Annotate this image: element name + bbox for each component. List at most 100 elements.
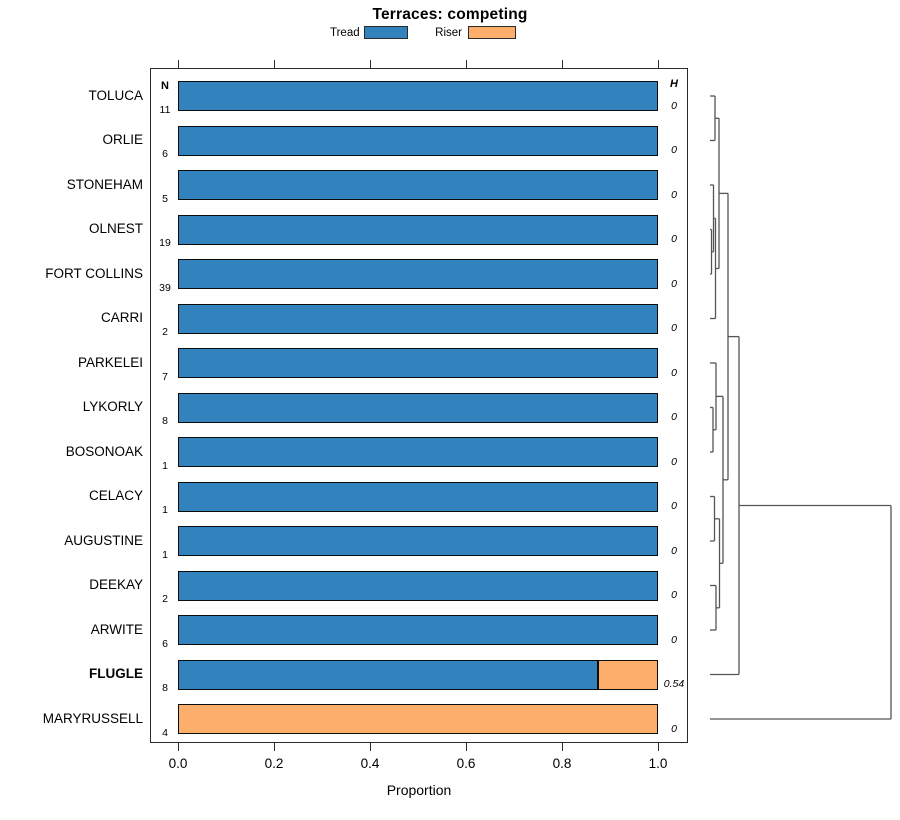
n-value: 1 xyxy=(162,548,168,561)
axis-tick-bottom xyxy=(370,743,372,751)
n-value: 7 xyxy=(162,370,168,383)
axis-tick-bottom xyxy=(178,743,180,751)
category-label: ORLIE xyxy=(102,132,143,148)
stacked-bar xyxy=(178,526,658,557)
category-label: DEEKAY xyxy=(89,577,143,593)
legend-swatch-riser xyxy=(468,26,516,39)
table-row: OLNEST 19 0 xyxy=(0,207,900,252)
category-label: CARRI xyxy=(100,310,143,326)
bar-segment-riser xyxy=(178,704,658,735)
bar-segment-tread xyxy=(178,81,658,112)
category-label: TOLUCA xyxy=(88,87,143,103)
h-value: 0 xyxy=(671,544,677,557)
axis-tick-label: 0.6 xyxy=(456,756,476,771)
table-row: ARWITE 6 0 xyxy=(0,608,900,653)
table-row: MARYRUSSELL 4 0 xyxy=(0,697,900,742)
h-value: 0 xyxy=(671,500,677,513)
h-value: 0 xyxy=(671,633,677,646)
n-value: 6 xyxy=(162,637,168,650)
axis-tick-label: 0.2 xyxy=(264,756,284,771)
category-label: PARKELEI xyxy=(77,354,143,370)
stacked-bar xyxy=(178,214,658,245)
h-value: 0 xyxy=(671,411,677,424)
bar-segment-tread xyxy=(178,125,658,156)
h-value: 0 xyxy=(671,455,677,468)
stacked-bar xyxy=(178,481,658,512)
table-row: PARKELEI 7 0 xyxy=(0,341,900,386)
stacked-bar xyxy=(178,437,658,468)
n-value: 39 xyxy=(159,281,171,294)
bar-segment-tread xyxy=(178,437,658,468)
h-column-header: H xyxy=(670,78,678,90)
category-label: FLUGLE xyxy=(89,666,143,682)
stacked-bar xyxy=(178,615,658,646)
bar-segment-tread xyxy=(178,481,658,512)
n-value: 8 xyxy=(162,415,168,428)
table-row: FORT COLLINS 39 0 xyxy=(0,252,900,297)
n-value: 1 xyxy=(162,504,168,517)
table-row: DEEKAY 2 0 xyxy=(0,563,900,608)
axis-tick-top xyxy=(274,60,276,68)
axis-tick-label: 0.4 xyxy=(360,756,380,771)
table-row: FLUGLE 8 0.54 xyxy=(0,652,900,697)
table-row: STONEHAM 5 0 xyxy=(0,163,900,208)
h-value: 0 xyxy=(671,144,677,157)
bar-segment-riser xyxy=(598,659,658,690)
stacked-bar xyxy=(178,392,658,423)
stacked-bar xyxy=(178,659,658,690)
stacked-bar xyxy=(178,81,658,112)
n-value: 5 xyxy=(162,192,168,205)
h-value: 0 xyxy=(671,99,677,112)
n-value: 11 xyxy=(159,103,171,116)
table-row: ORLIE 6 0 xyxy=(0,118,900,163)
category-label: CELACY xyxy=(88,488,143,504)
stacked-bar xyxy=(178,570,658,601)
h-value: 0 xyxy=(671,233,677,246)
axis-tick-label: 0.8 xyxy=(552,756,572,771)
n-value: 8 xyxy=(162,682,168,695)
axis-tick-bottom xyxy=(274,743,276,751)
h-value: 0 xyxy=(671,322,677,335)
axis-tick-bottom xyxy=(466,743,468,751)
h-value: 0 xyxy=(671,188,677,201)
axis-tick-top xyxy=(370,60,372,68)
plot-area xyxy=(150,68,688,743)
bar-segment-tread xyxy=(178,570,658,601)
bar-segment-tread xyxy=(178,348,658,379)
legend-label: Tread xyxy=(330,27,360,39)
table-row: BOSONOAK 1 0 xyxy=(0,430,900,475)
chart-title: Terraces: competing xyxy=(372,6,528,23)
n-value: 2 xyxy=(162,326,168,339)
n-value: 19 xyxy=(159,237,171,250)
stacked-bar xyxy=(178,303,658,334)
table-row: CELACY 1 0 xyxy=(0,474,900,519)
category-label: FORT COLLINS xyxy=(45,265,143,281)
bar-segment-tread xyxy=(178,303,658,334)
bar-segment-tread xyxy=(178,659,598,690)
n-value: 6 xyxy=(162,148,168,161)
axis-tick-bottom xyxy=(658,743,660,751)
axis-tick-bottom xyxy=(562,743,564,751)
x-axis-label: Proportion xyxy=(386,782,452,798)
stacked-bar xyxy=(178,125,658,156)
table-row: AUGUSTINE 1 0 xyxy=(0,519,900,564)
axis-tick-top xyxy=(562,60,564,68)
bar-segment-tread xyxy=(178,170,658,201)
h-value: 0.54 xyxy=(663,678,685,691)
n-value: 1 xyxy=(162,459,168,472)
h-value: 0 xyxy=(671,366,677,379)
axis-tick-label: 0.0 xyxy=(168,756,188,771)
stacked-bar xyxy=(178,170,658,201)
axis-tick-top xyxy=(178,60,180,68)
axis-tick-top xyxy=(466,60,468,68)
table-row: CARRI 2 0 xyxy=(0,296,900,341)
table-row: TOLUCA 11 0 xyxy=(0,74,900,119)
category-label: LYKORLY xyxy=(82,399,143,415)
bar-segment-tread xyxy=(178,214,658,245)
bar-segment-tread xyxy=(178,615,658,646)
legend-swatch-tread xyxy=(364,26,408,39)
bar-segment-tread xyxy=(178,526,658,557)
category-label: STONEHAM xyxy=(66,176,143,192)
